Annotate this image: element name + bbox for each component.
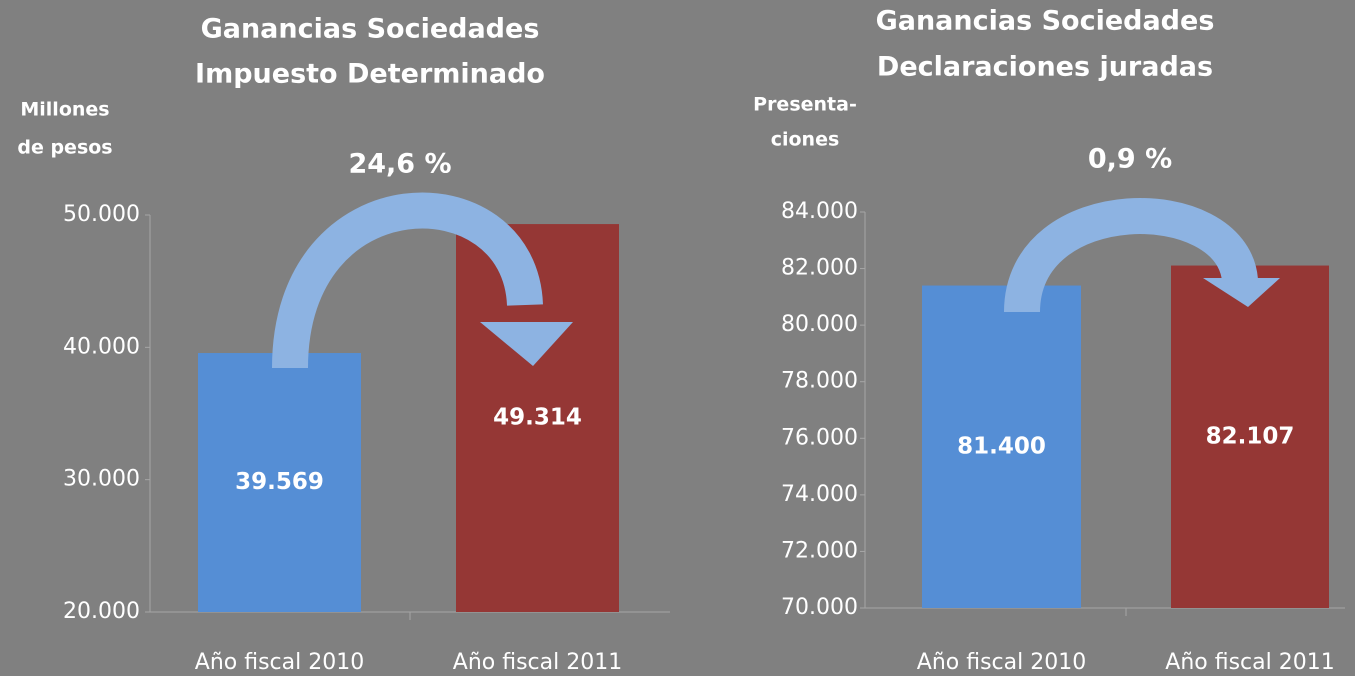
bar (198, 353, 361, 612)
y-tick-label: 72.000 (781, 538, 858, 563)
x-tick-label: Año fiscal 2011 (453, 650, 622, 675)
bar (922, 285, 1081, 608)
chart-title: Ganancias Sociedades (876, 6, 1215, 37)
y-tick-label: 82.000 (781, 256, 858, 281)
chart-title: Ganancias Sociedades (201, 14, 540, 45)
y-tick-label: 50.000 (63, 202, 140, 227)
data-label: 49.314 (493, 405, 582, 431)
chart-title: Declaraciones juradas (877, 52, 1213, 83)
y-tick-label: 80.000 (781, 312, 858, 337)
y-tick-label: 78.000 (781, 369, 858, 394)
annotation: 0,9 % (1088, 144, 1172, 175)
y-tick-label: 74.000 (781, 482, 858, 507)
data-label: 81.400 (957, 433, 1046, 459)
arrow-head (480, 322, 573, 366)
y-tick-label: 76.000 (781, 425, 858, 450)
data-label: 39.569 (235, 469, 324, 495)
arrow-arc (272, 192, 543, 369)
arrow-arc (1004, 198, 1258, 314)
y-tick-label: 20.000 (63, 599, 140, 624)
y-axis-label: de pesos (17, 137, 112, 159)
y-axis-label: Presenta- (753, 94, 857, 116)
chart-title: Impuesto Determinado (195, 59, 545, 90)
x-tick-label: Año fiscal 2010 (917, 650, 1086, 675)
annotation: 24,6 % (348, 149, 451, 180)
x-tick-label: Año fiscal 2010 (195, 650, 364, 675)
y-axis-label: Millones (20, 99, 109, 121)
y-tick-label: 30.000 (63, 467, 140, 492)
arrow-head (1203, 278, 1280, 307)
y-axis-label: ciones (771, 129, 840, 151)
y-tick-label: 70.000 (781, 595, 858, 620)
bar (1171, 265, 1329, 608)
data-label: 82.107 (1206, 423, 1295, 449)
y-tick-label: 84.000 (781, 199, 858, 224)
x-tick-label: Año fiscal 2011 (1165, 650, 1334, 675)
y-tick-label: 40.000 (63, 334, 140, 359)
